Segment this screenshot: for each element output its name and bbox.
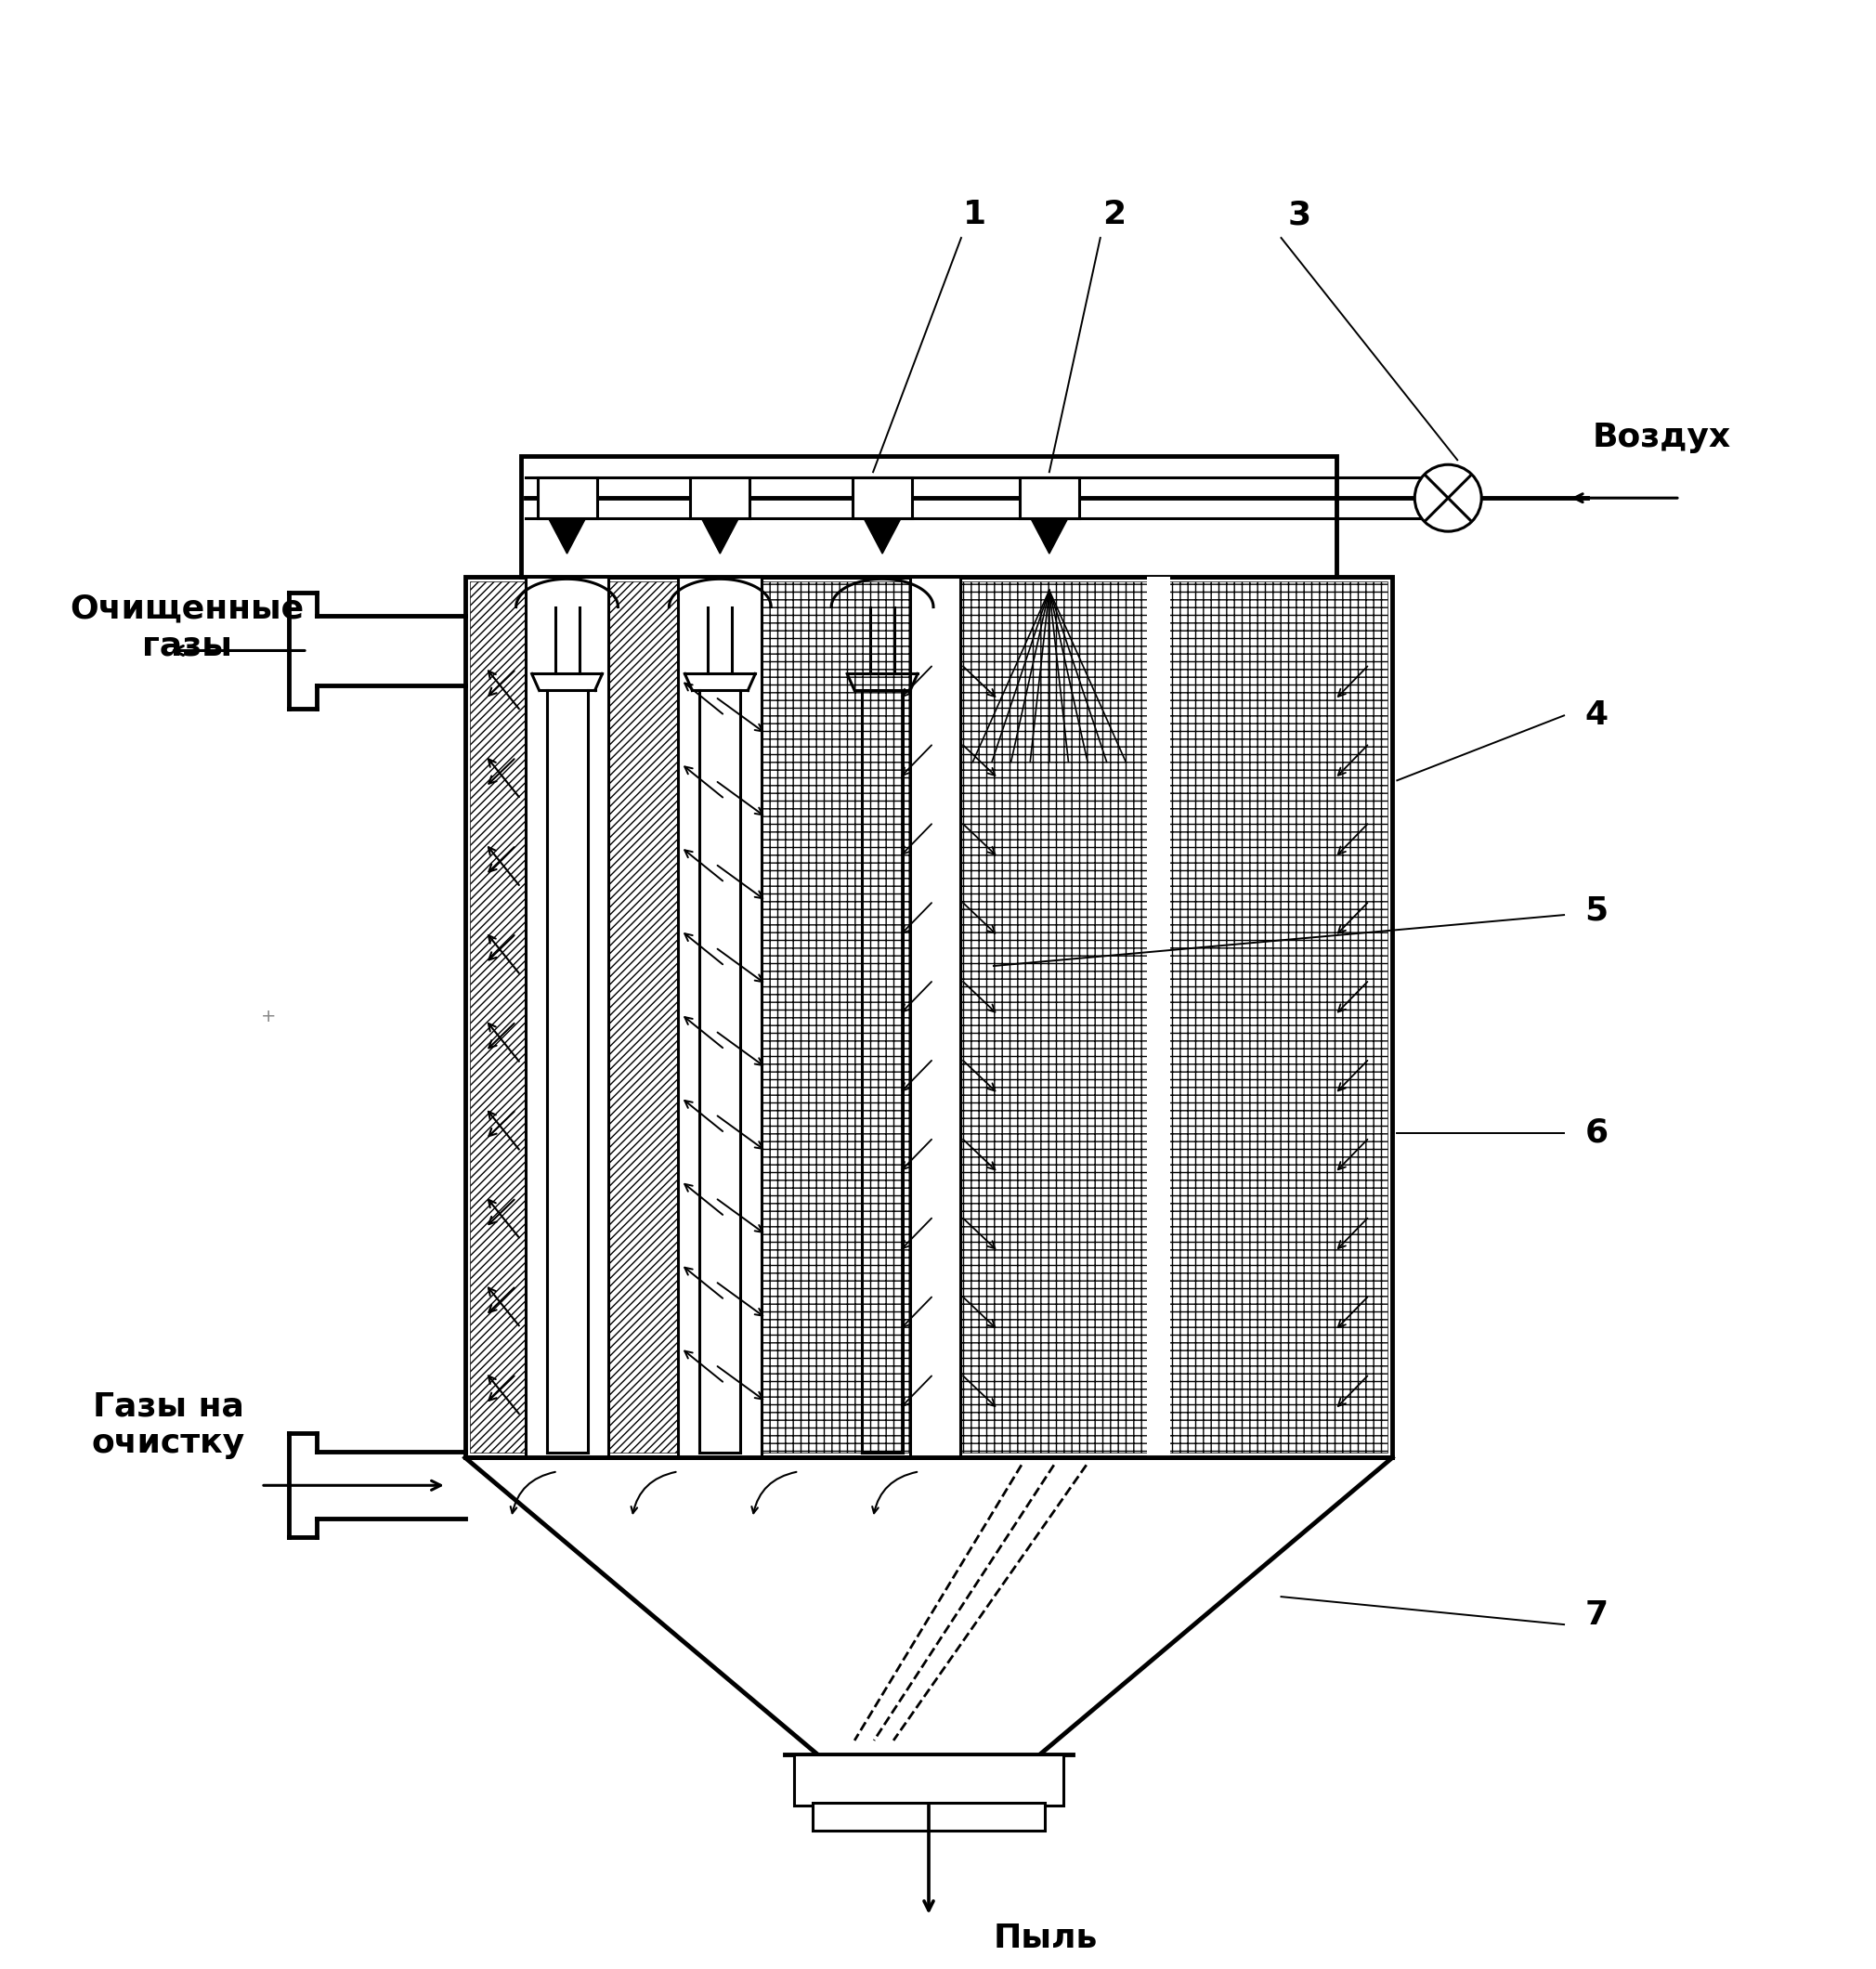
Bar [690, 478, 750, 518]
Text: Воздух: Воздух [1593, 421, 1732, 453]
Bar [679, 577, 762, 1457]
Bar [469, 581, 765, 1453]
Text: 5: 5 [1585, 894, 1608, 925]
Bar [522, 455, 1338, 577]
Text: 7: 7 [1585, 1599, 1608, 1630]
Polygon shape [702, 518, 739, 553]
Bar [537, 478, 597, 518]
Polygon shape [548, 518, 585, 553]
Bar [762, 581, 1388, 1453]
Bar [1146, 577, 1171, 1457]
Text: 1: 1 [964, 199, 987, 230]
Text: +: + [261, 1008, 276, 1026]
Bar [465, 577, 1392, 1457]
Bar [1021, 478, 1079, 518]
Text: Очищенные
газы: Очищенные газы [69, 593, 304, 662]
Text: Пыль: Пыль [994, 1922, 1097, 1953]
Text: 4: 4 [1585, 699, 1608, 730]
Polygon shape [863, 518, 900, 553]
Bar [854, 478, 912, 518]
Text: 3: 3 [1289, 199, 1311, 230]
Bar [910, 577, 961, 1457]
Bar [794, 1754, 1064, 1806]
Polygon shape [1030, 518, 1067, 553]
Circle shape [1415, 465, 1482, 532]
Bar [812, 1802, 1045, 1831]
Text: 6: 6 [1585, 1116, 1608, 1148]
Text: 2: 2 [1103, 199, 1126, 230]
Text: Газы на
очистку: Газы на очистку [92, 1390, 246, 1459]
Bar [525, 577, 608, 1457]
